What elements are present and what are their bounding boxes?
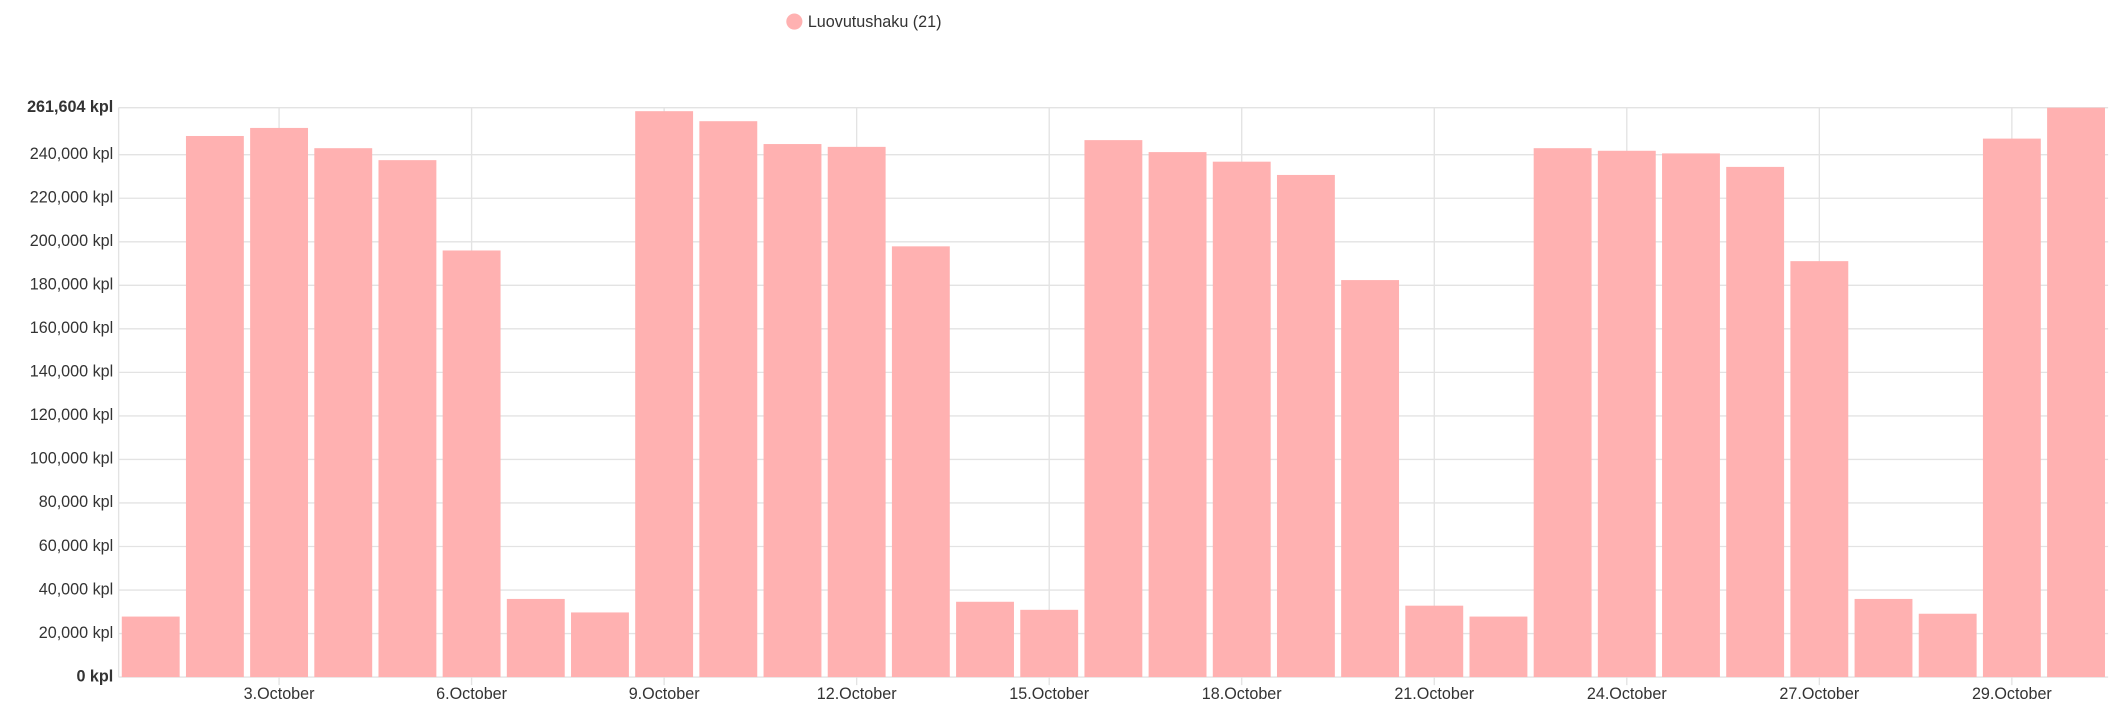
y-tick-label: 120,000 kpl	[30, 406, 113, 424]
bar	[1597, 150, 1656, 678]
bar	[635, 111, 694, 678]
y-tick-label: 40,000 kpl	[39, 580, 114, 598]
bar	[250, 127, 309, 678]
y-tick-label: 240,000 kpl	[30, 145, 113, 163]
bar	[1533, 148, 1592, 678]
bar	[442, 250, 501, 678]
y-tick-label: 100,000 kpl	[30, 450, 113, 468]
bar	[506, 598, 565, 678]
y-tick-label: 200,000 kpl	[30, 232, 113, 250]
bar	[1662, 153, 1720, 678]
bar	[827, 146, 886, 678]
bar	[1790, 261, 1849, 678]
x-tick-label: 9.October	[629, 685, 701, 703]
bar	[185, 135, 244, 678]
x-tick-label: 3.October	[244, 685, 316, 703]
bar	[1726, 166, 1785, 678]
x-tick-label: 12.October	[817, 685, 897, 703]
bar	[1084, 140, 1143, 678]
y-tick-label: 180,000 kpl	[30, 276, 113, 294]
y-tick-label: 20,000 kpl	[39, 624, 114, 642]
legend-label[interactable]: Luovutushaku (21)	[808, 13, 942, 31]
bar	[1341, 280, 1400, 678]
bar	[1854, 598, 1913, 678]
bar	[1405, 605, 1464, 678]
bar	[571, 612, 629, 678]
bar	[1276, 174, 1335, 678]
bar	[1982, 138, 2041, 678]
bar	[121, 616, 180, 678]
x-tick-label: 18.October	[1202, 685, 1282, 703]
bar	[1212, 161, 1271, 678]
y-tick-label: 140,000 kpl	[30, 363, 113, 381]
bar	[1469, 616, 1528, 678]
bar	[314, 148, 373, 678]
y-tick-label: 220,000 kpl	[30, 189, 113, 207]
bar	[2047, 107, 2105, 678]
x-tick-label: 21.October	[1394, 685, 1474, 703]
y-tick-label: 160,000 kpl	[30, 319, 113, 337]
y-tick-label: 0 kpl	[76, 667, 113, 685]
x-tick-label: 15.October	[1009, 685, 1089, 703]
y-tick-label: 80,000 kpl	[39, 493, 114, 511]
bar	[699, 121, 758, 678]
bar	[1918, 613, 1977, 678]
bar	[891, 246, 950, 678]
bar	[1020, 609, 1079, 678]
y-tick-label: 60,000 kpl	[39, 537, 114, 555]
x-tick-label: 6.October	[436, 685, 508, 703]
bar	[763, 144, 822, 678]
x-tick-label: 27.October	[1779, 685, 1859, 703]
bar	[956, 601, 1014, 678]
y-tick-label: 261,604 kpl	[27, 98, 113, 116]
bar	[1148, 152, 1207, 678]
legend-swatch	[786, 13, 803, 30]
x-tick-label: 24.October	[1587, 685, 1667, 703]
bar	[378, 160, 437, 678]
x-tick-label: 29.October	[1972, 685, 2052, 703]
